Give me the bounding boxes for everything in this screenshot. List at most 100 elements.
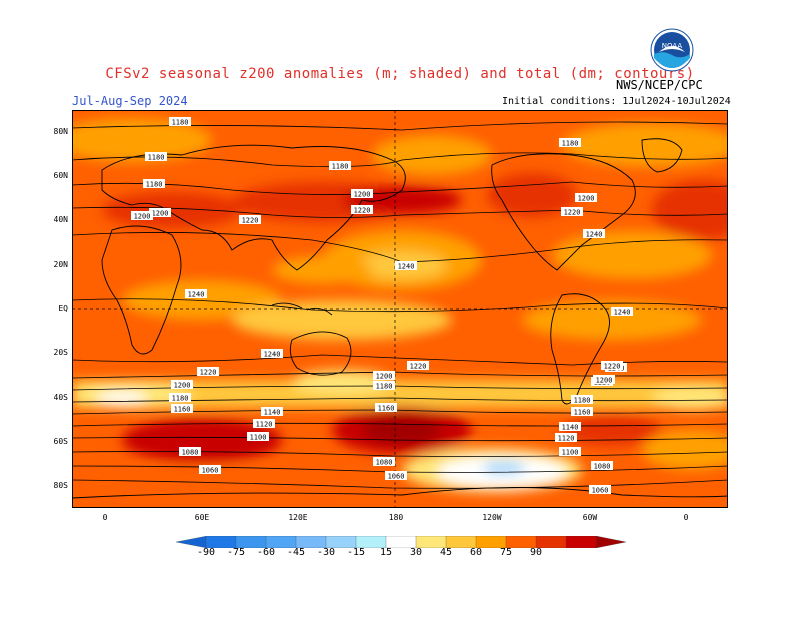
colorbar (176, 536, 627, 548)
svg-text:1240: 1240 (398, 263, 415, 271)
svg-text:1200: 1200 (152, 210, 169, 218)
svg-text:1180: 1180 (332, 163, 349, 171)
colorbar-swatch (565, 536, 598, 548)
contour-label: 1180 (571, 395, 593, 405)
contour-label: 1220 (601, 361, 623, 371)
svg-text:1200: 1200 (354, 191, 371, 199)
lon-tick-label: 60W (582, 513, 598, 522)
contour-label: 1240 (185, 289, 207, 299)
contour-label: 1180 (373, 381, 395, 391)
svg-text:1140: 1140 (562, 424, 579, 432)
contour-label: 1240 (611, 307, 633, 317)
contour-label: 1200 (351, 189, 373, 199)
svg-text:1180: 1180 (574, 397, 591, 405)
svg-text:1180: 1180 (172, 119, 189, 127)
contour-label: 1220 (561, 207, 583, 217)
lon-tick-label: 120W (482, 513, 502, 522)
chart-title: CFSv2 seasonal z200 anomalies (m; shaded… (105, 66, 695, 82)
lon-tick-label: 60E (194, 513, 210, 522)
colorbar-label: -30 (316, 547, 336, 558)
contour-label: 1220 (351, 205, 373, 215)
svg-text:1180: 1180 (148, 154, 165, 162)
contour-label: 1240 (261, 349, 283, 359)
contour-label: 1180 (169, 393, 191, 403)
contour-label: 1080 (373, 457, 395, 467)
contour-label: 1220 (407, 361, 429, 371)
svg-text:1180: 1180 (562, 140, 579, 148)
svg-text:1060: 1060 (592, 487, 609, 495)
colorbar-label: -15 (346, 547, 366, 558)
anomaly-shading (72, 118, 728, 496)
lat-tick-label: 40N (53, 215, 68, 224)
contour-label: 1120 (253, 419, 275, 429)
colorbar-label: 30 (409, 547, 423, 558)
map-frame (72, 110, 728, 508)
contour-label: 1060 (589, 485, 611, 495)
lat-tick-label: 20N (53, 260, 68, 269)
lat-tick-label: EQ (58, 304, 68, 313)
svg-text:1120: 1120 (558, 435, 575, 443)
svg-text:1060: 1060 (388, 473, 405, 481)
contour-label: 1200 (593, 375, 615, 385)
noaa-logo-icon: NOAA (650, 28, 694, 72)
colorbar-label: 75 (499, 547, 513, 558)
contour-label: 1220 (239, 215, 261, 225)
contour-label: 1060 (385, 471, 407, 481)
lat-tick-label: 60N (53, 171, 68, 180)
svg-text:1180: 1180 (146, 181, 163, 189)
contour-label: 1160 (571, 407, 593, 417)
contour-label: 1120 (555, 433, 577, 443)
colorbar-label: -90 (196, 547, 216, 558)
season-label: Jul-Aug-Sep 2024 (72, 94, 188, 108)
svg-text:1080: 1080 (182, 449, 199, 457)
lat-tick-label: 20S (53, 348, 68, 357)
svg-text:1080: 1080 (594, 463, 611, 471)
colorbar-label: 60 (469, 547, 483, 558)
svg-text:1240: 1240 (188, 291, 205, 299)
contour-label: 1160 (375, 403, 397, 413)
svg-text:1200: 1200 (596, 377, 613, 385)
svg-text:1200: 1200 (578, 195, 595, 203)
svg-text:1100: 1100 (250, 434, 267, 442)
svg-text:1160: 1160 (174, 406, 191, 414)
contour-label: 1080 (179, 447, 201, 457)
colorbar-label: -75 (226, 547, 246, 558)
contour-label: 1200 (131, 211, 153, 221)
lat-tick-label: 80N (53, 127, 68, 136)
lon-tick-label: 120E (288, 513, 308, 522)
svg-text:NOAA: NOAA (662, 42, 683, 50)
contour-label: 1100 (559, 447, 581, 457)
contour-label: 1140 (261, 407, 283, 417)
svg-text:1220: 1220 (242, 217, 259, 225)
svg-text:1200: 1200 (134, 213, 151, 221)
svg-text:1220: 1220 (564, 209, 581, 217)
svg-text:1140: 1140 (264, 409, 281, 417)
contour-label: 1100 (247, 432, 269, 442)
colorbar-label: 15 (379, 547, 393, 558)
lat-tick-label: 40S (53, 393, 68, 402)
contour-label: 1140 (559, 422, 581, 432)
contour-label: 1160 (171, 404, 193, 414)
svg-text:1220: 1220 (604, 363, 621, 371)
svg-text:1240: 1240 (586, 231, 603, 239)
lat-tick-label: 80S (53, 481, 68, 490)
contour-label: 1180 (143, 179, 165, 189)
contour-label: 1200 (373, 371, 395, 381)
colorbar-label: 90 (529, 547, 543, 558)
svg-text:1200: 1200 (376, 373, 393, 381)
svg-text:1220: 1220 (354, 207, 371, 215)
svg-text:1160: 1160 (378, 405, 395, 413)
lon-tick-label: 180 (388, 513, 404, 522)
contour-label: 1220 (197, 367, 219, 377)
svg-text:1100: 1100 (562, 449, 579, 457)
svg-text:1080: 1080 (376, 459, 393, 467)
colorbar-label: 45 (439, 547, 453, 558)
contour-label: 1240 (395, 261, 417, 271)
contour-label: 1200 (171, 380, 193, 390)
svg-text:1220: 1220 (200, 369, 217, 377)
colorbar-label: -60 (256, 547, 276, 558)
svg-text:1240: 1240 (264, 351, 281, 359)
lon-tick-label: 0 (102, 513, 108, 522)
agency-label: NWS/NCEP/CPC (616, 78, 703, 92)
